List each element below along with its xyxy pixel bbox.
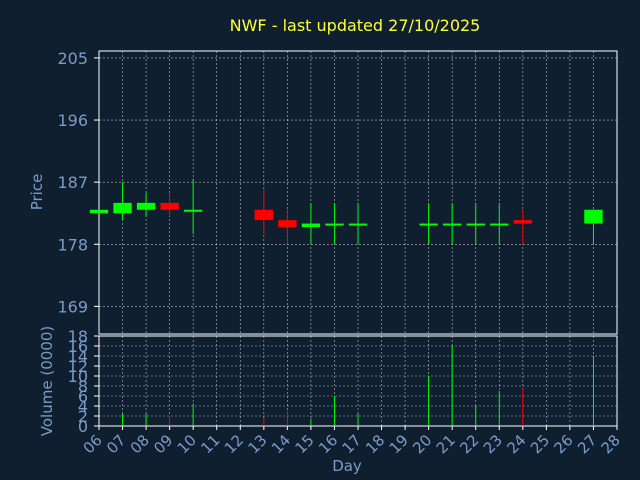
day-tick-label: 23: [480, 431, 506, 457]
day-tick-label: 24: [503, 431, 529, 457]
day-tick-label: 19: [386, 431, 412, 457]
price-tick-label: 187: [57, 173, 88, 192]
candle-body: [301, 223, 321, 228]
day-tick-label: 07: [103, 431, 129, 457]
candle-body: [136, 202, 156, 210]
day-tick-label: 26: [551, 431, 577, 457]
volume-tick-label: 8: [78, 377, 88, 396]
candle-body: [442, 223, 462, 226]
day-tick-label: 10: [174, 431, 200, 457]
candle-body: [160, 202, 179, 210]
day-tick-label: 17: [339, 431, 365, 457]
day-tick-label: 25: [527, 431, 553, 457]
candle-body: [325, 223, 344, 226]
candle-body: [513, 220, 533, 224]
candle-body: [584, 209, 603, 224]
volume-tick-label: 16: [68, 337, 88, 356]
volume-tick-label: 12: [68, 357, 88, 376]
volume-tick-label: 10: [68, 367, 88, 386]
candle-body: [254, 209, 274, 221]
price-panel: 205 196 187 178 169: [57, 49, 618, 335]
candle-body: [89, 209, 109, 214]
day-tick-label: 21: [433, 431, 459, 457]
day-axis-label: Day: [332, 457, 362, 475]
chart-title: NWF - last updated 27/10/2025: [230, 16, 481, 35]
candle-body: [113, 202, 132, 214]
day-tick-label: 18: [362, 431, 388, 457]
day-tick-label: 20: [409, 431, 435, 457]
day-tick-label: 11: [197, 431, 223, 457]
day-tick-label: 27: [574, 431, 600, 457]
price-tick-label: 178: [57, 235, 88, 254]
day-tick-label: 16: [315, 431, 341, 457]
day-tick-label: 09: [150, 431, 176, 457]
candle-body: [183, 209, 203, 212]
day-tick-label: 22: [456, 431, 482, 457]
day-tick-label: 14: [268, 431, 294, 457]
candle-body: [278, 220, 297, 228]
price-axis-label: Price: [28, 174, 46, 211]
candle-body: [490, 223, 509, 226]
candle-body: [348, 223, 368, 226]
day-tick-label: 12: [221, 431, 247, 457]
candle-body: [419, 223, 438, 226]
volume-axis-label: Volume (0000): [38, 326, 56, 436]
volume-tick-label: 6: [78, 387, 88, 406]
candle-body: [466, 223, 485, 226]
day-tick-label: 08: [127, 431, 153, 457]
price-tick-label: 196: [57, 111, 88, 130]
day-tick-label: 13: [244, 431, 270, 457]
volume-tick-label: 14: [68, 347, 88, 366]
volume-tick-label: 2: [78, 407, 88, 426]
day-tick-label: 15: [292, 431, 318, 457]
volume-tick-label: 18: [68, 327, 88, 346]
day-axis: 0607080910111213141516171819202122232425…: [80, 426, 624, 457]
volume-tick-label: 0: [78, 417, 88, 436]
price-tick-label: 205: [57, 49, 88, 68]
volume-tick-label: 4: [78, 397, 88, 416]
day-tick-label: 28: [598, 431, 624, 457]
price-tick-label: 169: [57, 297, 88, 316]
